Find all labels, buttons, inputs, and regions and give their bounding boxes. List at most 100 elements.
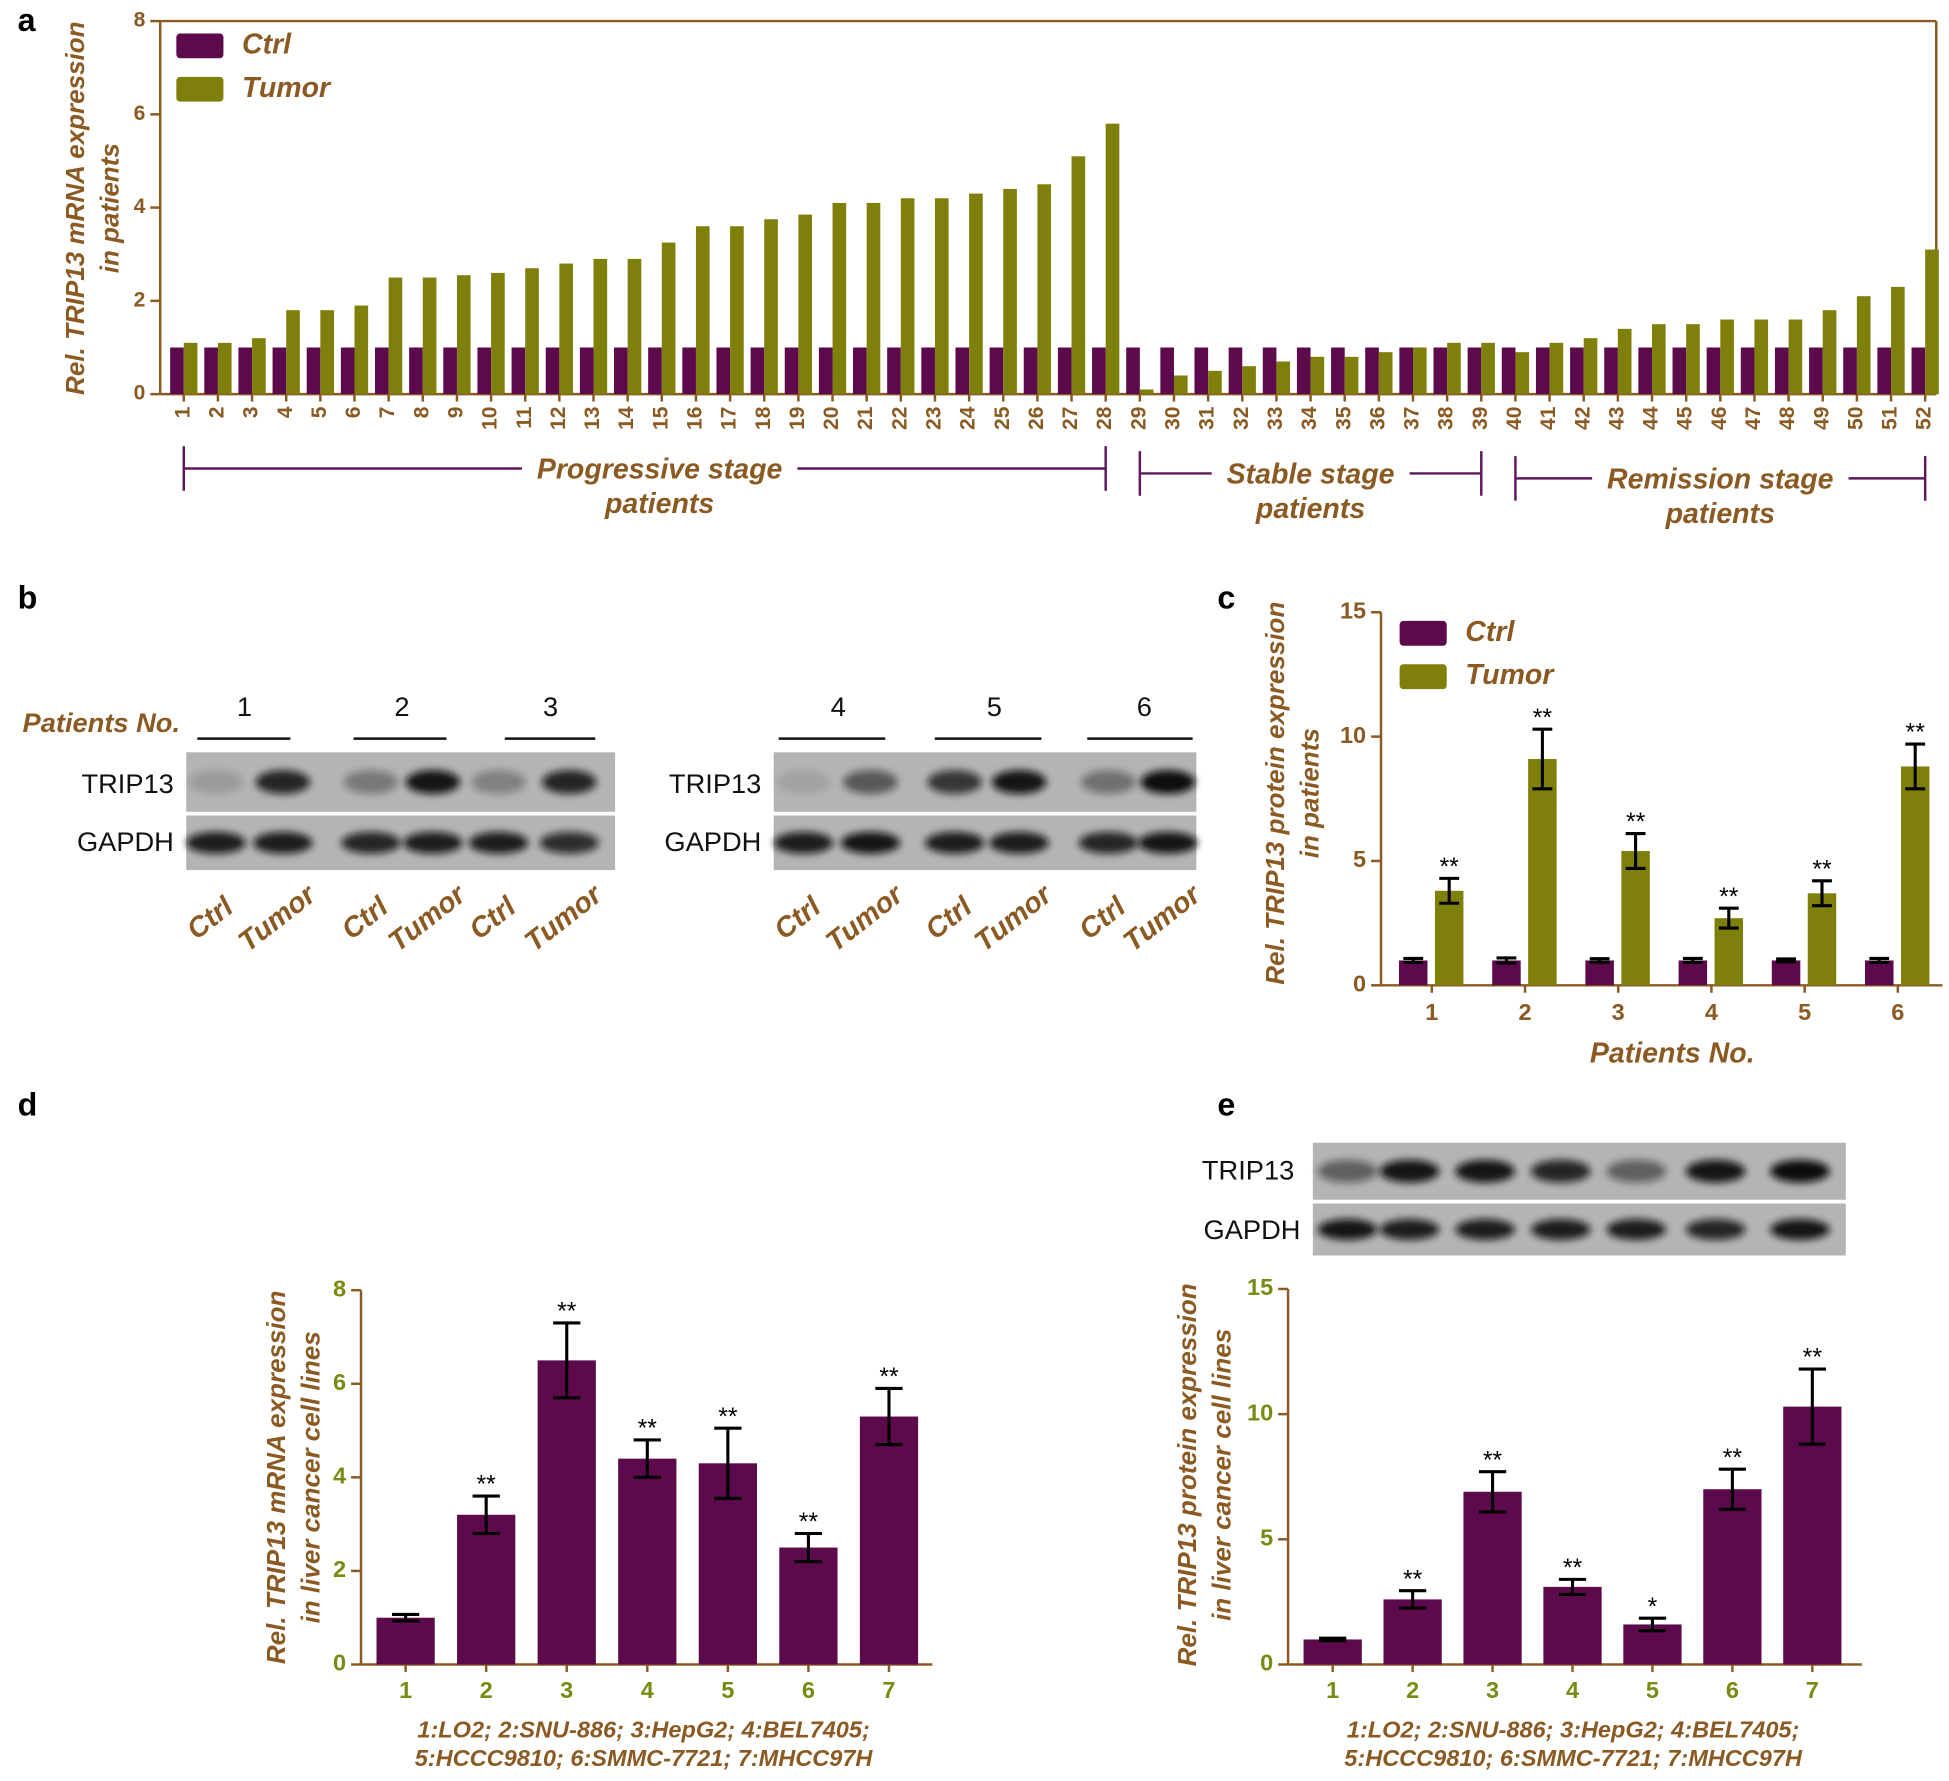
blot-band [186,831,246,854]
bar [1481,342,1495,395]
bar [832,202,847,395]
blot-band [1530,1159,1591,1183]
bar [545,347,560,395]
y-tick-label: 5 [1353,846,1366,872]
bar [618,1458,677,1665]
x-tick-label: 31 [1196,406,1219,430]
bar [1412,347,1427,395]
panel-label: c [1217,579,1235,615]
bar [730,226,744,395]
bar [457,1514,516,1665]
bar [1242,366,1256,395]
blot-band [343,770,399,794]
x-tick-label: 21 [854,406,877,430]
significance: ** [477,1472,497,1499]
significance: ** [1440,854,1460,881]
bar [1911,347,1926,395]
y-tick-label: 4 [134,195,146,218]
x-tick-label: 15 [649,406,672,430]
y-tick-label: 0 [1260,1650,1273,1676]
significance: ** [879,1364,899,1391]
bar [716,347,731,395]
bar [1515,352,1530,395]
bar [1092,347,1106,395]
bar [238,347,253,395]
x-tick-label: 3 [1612,999,1625,1025]
label-bg [1211,458,1410,491]
bar [853,347,867,395]
blot-band [991,770,1047,794]
x-tick-label: 47 [1742,407,1765,430]
bar [1617,328,1632,395]
panel-label: d [18,1086,38,1122]
bar [1535,347,1550,395]
bar [784,347,799,395]
bar [1604,347,1618,395]
bar [1037,184,1052,395]
bar [764,219,778,395]
bar [1807,893,1837,986]
x-tick-label: 6 [1891,999,1904,1025]
y-axis-label: in liver cancer cell lines [1206,1329,1236,1621]
x-tick-label: 1 [399,1677,412,1703]
bar [1788,319,1803,395]
x-tick-label: 37 [1401,407,1424,430]
x-tick-label: 16 [684,407,707,430]
x-tick-label: 1 [1425,999,1438,1025]
legend-swatch [176,33,224,59]
x-tick-label: 7 [1806,1677,1819,1703]
panel-label: a [18,2,37,38]
blot-row-label: TRIP13 [1202,1155,1294,1186]
bar [491,272,505,395]
bar [559,263,574,395]
bar [1638,347,1653,395]
blot-band [1379,1219,1440,1240]
bar [1774,347,1789,395]
bar [1585,960,1614,986]
blot-band [255,770,311,794]
group-label: patients [604,488,714,520]
bar [1344,356,1359,395]
bar [1160,347,1174,395]
blot-band [405,770,461,794]
x-tick-label: 40 [1503,407,1526,430]
group-label: Stable stage [1227,458,1395,490]
blot-row-label: TRIP13 [669,768,761,799]
blot-band [1455,1219,1515,1240]
y-tick-label: 0 [1353,971,1366,997]
x-tick-label: 51 [1879,406,1902,430]
legend-swatch [176,76,224,102]
bar [1365,347,1379,395]
x-axis-label: Patients No. [1590,1037,1755,1069]
y-axis-label: in liver cancer cell lines [296,1331,326,1623]
blot-band [1685,1219,1746,1240]
patient-number: 3 [543,691,558,722]
x-tick-label: 44 [1640,406,1663,430]
y-axis-label: Rel. TRIP13 mRNA expression [261,1291,291,1664]
y-tick-label: 2 [134,288,146,311]
x-tick-label: 42 [1571,407,1594,430]
bar [1686,324,1700,395]
blot-band [1770,1219,1830,1240]
y-axis-label: in patients [95,143,125,273]
bar [511,347,526,395]
x-tick-label: 12 [547,407,570,430]
x-tick-label: 5 [721,1677,734,1703]
x-tick-label: 52 [1913,407,1936,430]
bar [1543,1586,1602,1665]
group-label: Progressive stage [537,453,783,485]
panel-label: b [18,579,38,615]
significance: ** [1719,884,1739,911]
bar [1003,188,1017,395]
group-label: patients [1255,493,1365,525]
x-tick-label: 29 [1127,407,1150,430]
bar [955,347,970,395]
x-tick-label: 26 [1025,407,1048,430]
blot-band [1606,1219,1667,1240]
significance: ** [1563,1555,1583,1582]
x-tick-label: 7 [882,1677,895,1703]
bar [648,347,662,395]
significance: ** [1906,720,1926,747]
legend-label: Ctrl [242,28,292,60]
y-axis-label: in patients [1294,728,1324,858]
